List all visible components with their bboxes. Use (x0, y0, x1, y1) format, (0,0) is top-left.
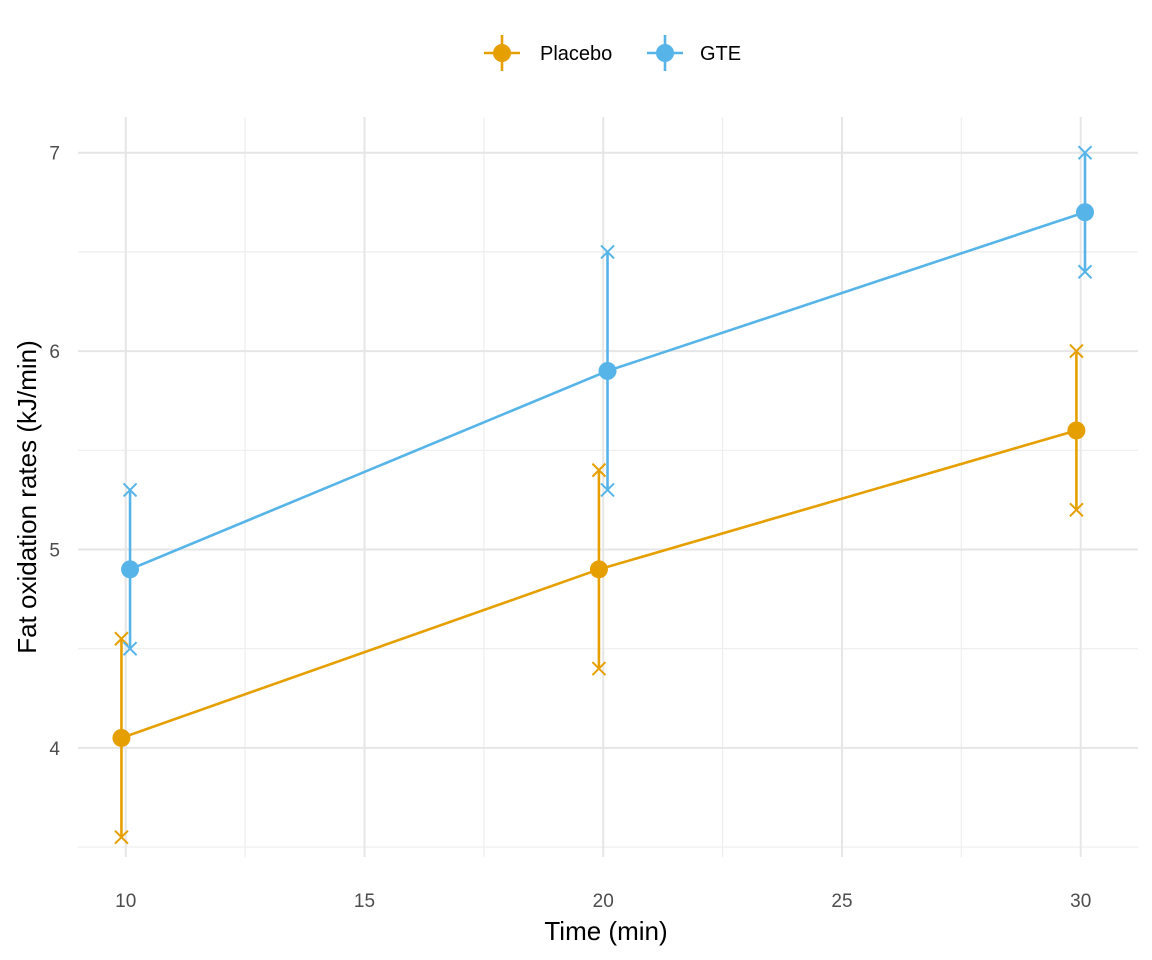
error-cap-marker (122, 641, 138, 656)
x-axis-title: Time (min) (544, 916, 667, 946)
x-axis-tick-labels: 10 15 20 25 30 (115, 891, 1091, 912)
data-point (121, 560, 140, 579)
series-placebo (112, 343, 1086, 845)
gridlines (78, 117, 1138, 857)
legend-label: GTE (700, 43, 741, 65)
legend: Placebo GTE (484, 35, 741, 71)
data-point (1067, 421, 1086, 440)
data-point (112, 728, 131, 747)
y-axis-title: Fat oxidation rates (kJ/min) (12, 340, 42, 654)
x-tick-label: 25 (831, 891, 852, 912)
series-gte (121, 145, 1094, 656)
y-tick-label: 4 (49, 739, 60, 760)
error-cap-marker (114, 829, 129, 845)
data-point (589, 560, 608, 579)
error-cap-marker (591, 462, 607, 478)
error-cap-marker (1069, 502, 1084, 518)
data-point (1076, 203, 1094, 222)
legend-key-point (493, 44, 511, 62)
series-layer (112, 145, 1094, 845)
y-tick-label: 5 (49, 540, 60, 561)
legend-key-placebo (484, 35, 520, 71)
error-cap-marker (1077, 264, 1093, 279)
x-tick-label: 10 (115, 891, 136, 912)
x-tick-label: 30 (1070, 891, 1091, 912)
y-tick-label: 7 (49, 144, 60, 165)
y-axis-tick-labels: 4 5 6 7 (49, 144, 60, 760)
error-cap-marker (600, 482, 615, 498)
legend-key-point (656, 44, 674, 62)
error-cap-marker (591, 661, 607, 676)
error-cap-marker (1077, 145, 1093, 160)
error-cap-marker (600, 244, 615, 260)
y-tick-label: 6 (49, 342, 60, 363)
error-cap-marker (122, 482, 138, 498)
legend-label: Placebo (540, 43, 612, 65)
x-tick-label: 20 (593, 891, 614, 912)
error-cap-marker (1069, 343, 1084, 359)
legend-key-gte (647, 35, 683, 71)
x-tick-label: 15 (354, 891, 375, 912)
data-point (598, 361, 617, 380)
